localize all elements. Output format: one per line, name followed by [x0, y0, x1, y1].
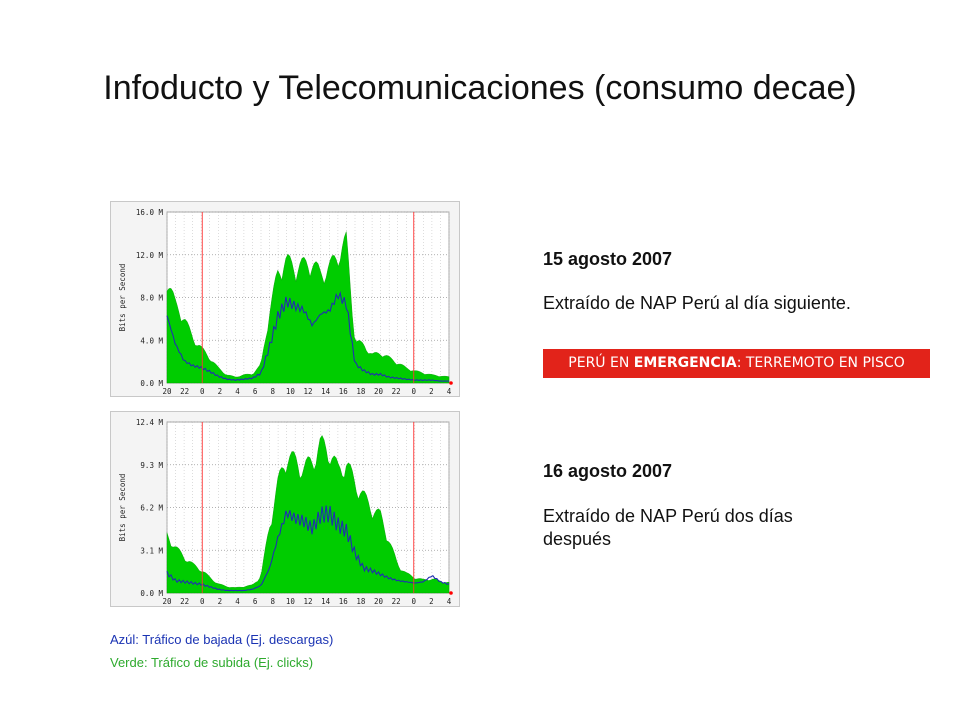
y-axis-label: Bits per Second — [118, 264, 127, 332]
x-tick-label: 4 — [447, 597, 452, 606]
x-tick-label: 2 — [218, 387, 223, 396]
series-verde-area — [166, 231, 450, 384]
x-tick-label: 22 — [392, 597, 401, 606]
banner-suffix: : TERREMOTO EN PISCO — [736, 355, 905, 371]
y-tick-label: 3.1 M — [140, 546, 163, 555]
legend-green-text: Verde: Tráfico de subida (Ej. clicks) — [110, 655, 314, 670]
x-tick-label: 10 — [286, 387, 296, 396]
x-tick-label: 8 — [270, 597, 275, 606]
x-tick-label: 16 — [339, 597, 349, 606]
slide-title: Infoducto y Telecomunicaciones (consumo … — [103, 69, 857, 107]
x-tick-label: 0 — [411, 387, 416, 396]
traffic-chart-aug-16: 0.0 M 3.1 M 6.2 M 9.3 M 12.4 M 20 22 0 2 4 6 8 10 12 1… — [110, 411, 460, 607]
x-tick-label: 14 — [321, 387, 331, 396]
traffic-chart-aug-15-svg: 0.0 M4.0 M8.0 M12.0 M16.0 M20 22 0 2 4 6 8 10 12… — [118, 208, 453, 396]
x-tick-label: 18 — [356, 387, 366, 396]
series-azul-line — [166, 505, 450, 592]
x-tick-label: 2 — [429, 597, 434, 606]
x-tick-label: 2 — [218, 597, 223, 606]
emergency-banner: PERÚ EN EMERGENCIA: TERREMOTO EN PISCO — [543, 349, 930, 378]
y-tick-label: 0.0 M — [140, 379, 163, 388]
x-tick-label: 6 — [253, 387, 258, 396]
series-verde-area — [166, 435, 450, 594]
x-tick-label: 6 — [253, 597, 258, 606]
panel-1-caption: Extraído de NAP Perú al día siguiente. — [543, 293, 851, 313]
y-tick-label: 0.0 M — [140, 589, 163, 598]
y-tick-label: 9.3 M — [140, 461, 163, 470]
x-tick-label: 20 — [162, 597, 172, 606]
x-tick-label: 20 — [162, 387, 172, 396]
x-tick-label: 0 — [200, 387, 205, 396]
y-tick-label: 12.4 M — [136, 418, 164, 427]
traffic-chart-aug-15: 0.0 M 4.0 M 8.0 M 12.0 M 16.0 M 20 22 0 2 4 6 8 10 12… — [110, 201, 460, 397]
y-axis-label: Bits per Second — [118, 474, 127, 542]
panel-1-date: 15 agosto 2007 — [543, 249, 673, 269]
x-tick-label: 2 — [429, 387, 434, 396]
y-tick-label: 12.0 M — [136, 251, 164, 260]
x-tick-label: 4 — [447, 387, 452, 396]
x-tick-label: 0 — [200, 597, 205, 606]
x-tick-label: 16 — [339, 387, 349, 396]
x-tick-label: 20 — [374, 387, 384, 396]
x-tick-label: 20 — [374, 597, 384, 606]
legend-blue-text: Azúl: Tráfico de bajada (Ej. descargas) — [110, 632, 334, 647]
x-tick-label: 10 — [286, 597, 296, 606]
x-tick-label: 22 — [180, 597, 189, 606]
axis-end-marker — [449, 591, 453, 595]
x-tick-label: 8 — [270, 387, 275, 396]
banner-prefix: PERÚ EN — [568, 355, 634, 371]
panel-2-date: 16 agosto 2007 — [543, 461, 673, 481]
x-tick-label: 22 — [392, 387, 401, 396]
x-tick-label: 14 — [321, 597, 331, 606]
x-tick-label: 4 — [235, 597, 240, 606]
traffic-chart-aug-16-svg: 0.0 M3.1 M6.2 M9.3 M12.4 M20 22 0 2 4 6 8 10 12 1… — [118, 418, 453, 606]
x-tick-label: 0 — [411, 597, 416, 606]
y-tick-label: 8.0 M — [140, 294, 163, 303]
x-tick-label: 4 — [235, 387, 240, 396]
y-tick-label: 16.0 M — [136, 208, 164, 217]
x-tick-label: 12 — [303, 597, 312, 606]
x-tick-label: 22 — [180, 387, 189, 396]
panel-2-caption: Extraído de NAP Perú dos días después — [543, 506, 793, 549]
y-tick-label: 6.2 M — [140, 504, 163, 513]
x-tick-label: 12 — [303, 387, 312, 396]
y-tick-label: 4.0 M — [140, 336, 163, 345]
banner-bold: EMERGENCIA — [633, 355, 737, 371]
axis-end-marker — [449, 381, 453, 385]
x-tick-label: 18 — [356, 597, 366, 606]
series-azul-line — [166, 291, 450, 382]
